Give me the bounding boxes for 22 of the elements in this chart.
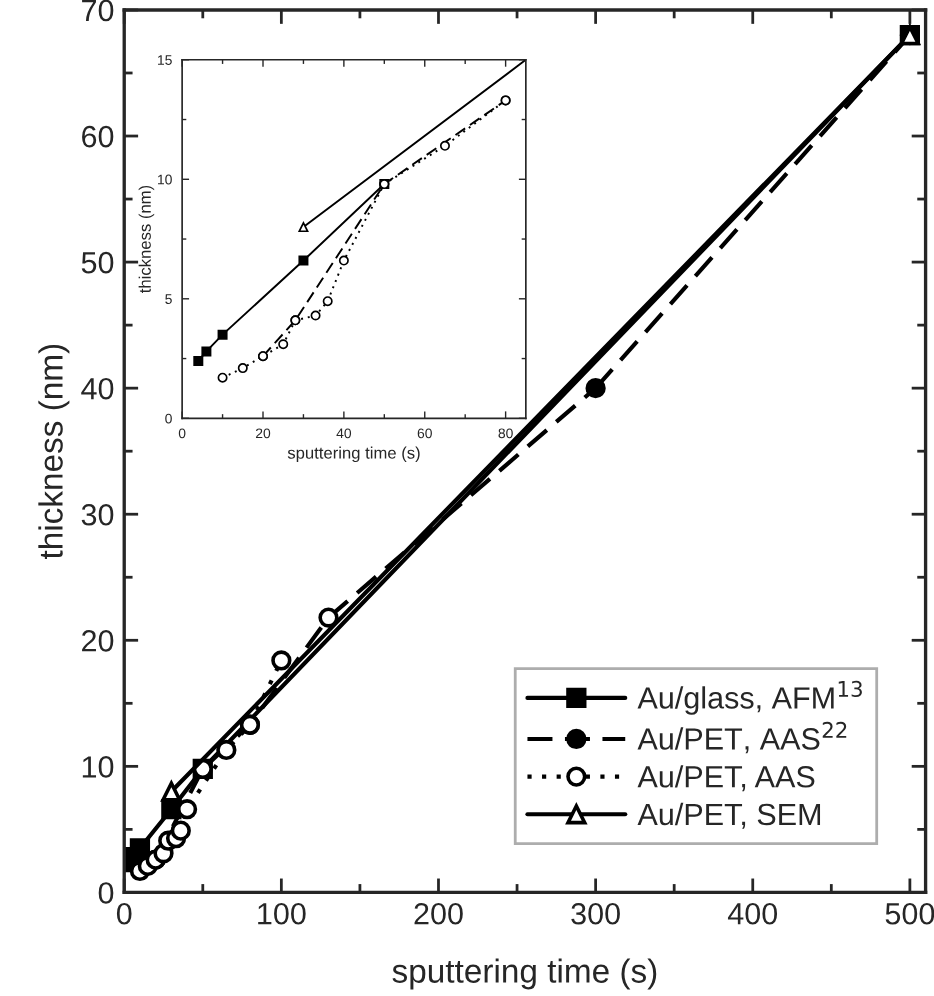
y-axis-title: thickness (nm)	[138, 185, 155, 293]
x-tick-label: 0	[116, 902, 132, 925]
x-axis-title: sputtering time (s)	[392, 958, 657, 990]
x-tick-label: 200	[414, 902, 463, 925]
legend-label: Au/glass, AFM$^{13}$	[637, 680, 862, 715]
legend-label: Au/PET, AAS	[637, 765, 815, 792]
y-tick-label: 10	[82, 756, 114, 778]
y-tick-label: 20	[82, 630, 114, 652]
legend-label: Au/PET, SEM	[637, 802, 821, 829]
y-tick-label: 40	[81, 377, 114, 400]
x-tick-label: 100	[258, 902, 306, 925]
y-tick-label: 60	[82, 125, 114, 148]
y-tick-label: 0	[98, 882, 114, 904]
y-tick-label: 30	[81, 503, 114, 526]
x-tick-label: 400	[727, 902, 778, 925]
x-tick-label: 500	[885, 902, 934, 925]
y-tick-label: 70	[82, 0, 114, 22]
y-axis-title: thickness (nm)	[38, 344, 70, 560]
legend-label: Au/PET, AAS$^{22}$	[637, 721, 847, 754]
x-tick-label: 300	[571, 902, 620, 925]
x-axis-title: sputtering time (s)	[287, 446, 420, 463]
y-tick-label: 50	[81, 251, 114, 274]
